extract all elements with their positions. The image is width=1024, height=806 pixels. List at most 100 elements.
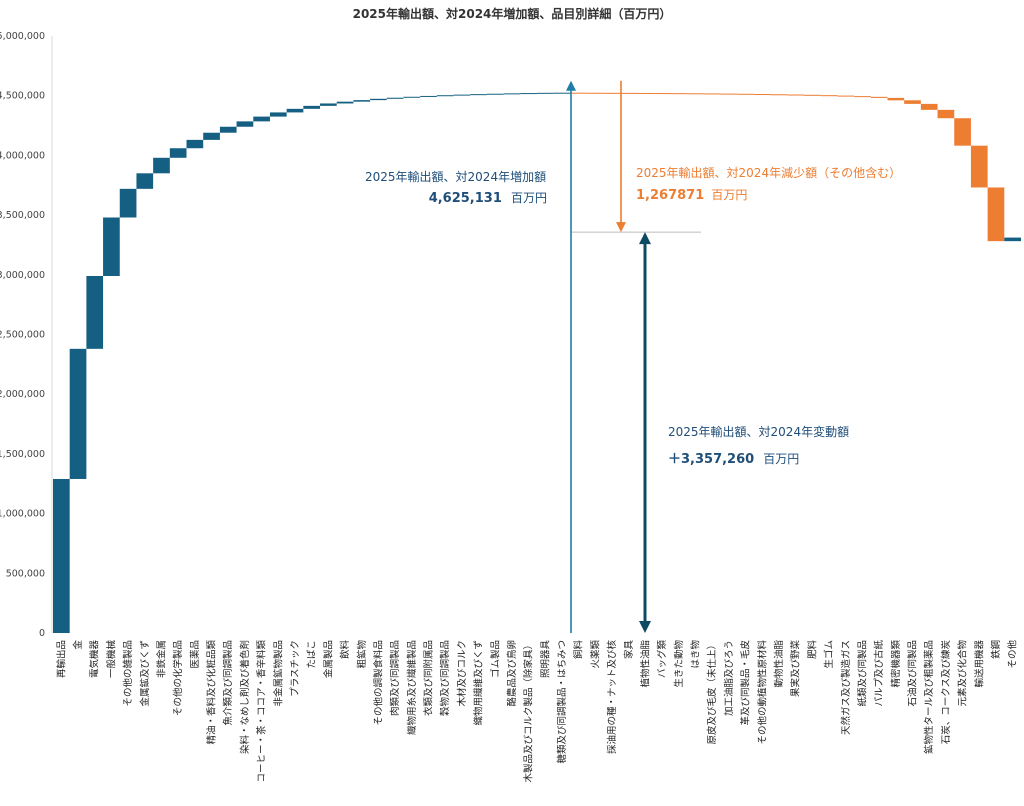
bar-生ゴム: [820, 95, 838, 97]
y-tick-label: 3,500,000: [0, 210, 45, 221]
chart-title: 2025年輸出額、対2024年増加額、品目別詳細（百万円）: [353, 6, 672, 21]
x-tick-label: 一般機械: [105, 640, 117, 679]
bar-織物用繊維及びくず: [470, 94, 487, 96]
bar-電気機器: [86, 275, 104, 349]
y-tick-label: 3,000,000: [0, 270, 45, 281]
x-tick-label: バッグ類: [656, 640, 668, 679]
x-tick-label: 採油用の種・ナット及び核: [606, 640, 618, 755]
bar-石炭、コークス及び練炭: [937, 109, 955, 119]
annotations: 2025年輸出額、対2024年増加額 4,625,131 百万円 2025年輸出…: [365, 80, 901, 633]
bar-その他の雑製品: [119, 188, 137, 218]
bar-加工油脂及びろう: [720, 93, 738, 95]
decrease-value: 1,267871: [636, 188, 704, 203]
x-tick-label: コーヒー・茶・ココア・香辛料類: [256, 640, 268, 783]
x-tick-label: 織物用糸及び繊維製品: [406, 640, 418, 735]
bar-採油用の種・ナット及び核: [603, 92, 621, 94]
bar-織物用糸及び繊維製品: [403, 96, 421, 98]
x-tick-label: 紙類及び同製品: [856, 640, 868, 707]
y-tick-label: 500,000: [6, 568, 45, 579]
increase-label: 2025年輸出額、対2024年増加額: [365, 169, 546, 184]
bar-元素及び化合物: [954, 118, 971, 146]
bar-金属鉱及びくず: [136, 173, 154, 189]
x-tick-label: その他: [1007, 640, 1019, 669]
bar-肉類及び同調製品: [386, 97, 404, 99]
bar-輸送用機器: [970, 145, 988, 188]
x-tick-label: プラスチック: [290, 640, 301, 697]
bar-家具: [620, 92, 638, 94]
bar-再輸出品: [53, 478, 70, 633]
bar-その他の動植物性原材料: [753, 94, 771, 96]
bar-精密機器類: [887, 97, 905, 101]
x-tick-label: はき物: [690, 640, 702, 669]
bar-動物性油脂: [770, 94, 788, 96]
net-unit: 百万円: [763, 452, 799, 466]
x-tick-label: 鉱物性タール及び粗製薬品: [923, 640, 935, 754]
bar-糖類及び同調製品・はちみつ: [553, 92, 571, 94]
increase-arrow-head: [566, 80, 576, 91]
x-tick-label: 照明器具: [540, 640, 551, 679]
x-tick-label: 火薬類: [589, 640, 601, 669]
x-tick-label: ゴム製品: [489, 640, 501, 678]
bar-金: [69, 348, 87, 479]
x-tick-label: 衣類及び同附属品: [423, 640, 435, 716]
x-tick-label: 糖類及び同調製品・はちみつ: [556, 640, 568, 764]
x-tick-label: 加工油脂及びろう: [723, 640, 735, 716]
x-tick-label: 粗鉱物: [356, 640, 368, 669]
x-tick-label: 生きた動物: [673, 640, 685, 688]
bars: [53, 92, 1021, 633]
x-tick-label: 飲料: [339, 640, 351, 660]
bar-飼料: [570, 92, 588, 94]
decrease-value-line: 1,267871 百万円: [636, 184, 747, 203]
bar-非鉄金属: [153, 157, 170, 174]
decrease-unit: 百万円: [711, 188, 747, 202]
increase-value-line: 4,625,131 百万円: [429, 187, 547, 206]
x-tick-label: 果実及び野菜: [790, 640, 802, 698]
x-tick-label: パルプ及び古紙: [873, 640, 885, 707]
bar-木製品及びコルク製品（除家具）: [520, 93, 537, 95]
y-tick-label: 0: [39, 628, 45, 639]
bar-鉱物性タール及び粗製薬品: [920, 103, 938, 110]
bar-木材及びコルク: [453, 94, 471, 96]
x-tick-label: 革及び同製品・毛皮: [740, 640, 752, 726]
bar-火薬類: [587, 92, 604, 94]
x-tick-label: 家具: [623, 640, 635, 660]
bar-プラスチック: [286, 108, 304, 113]
x-tick-label: 魚介類及び同調製品: [222, 640, 234, 726]
bar-コーヒー・茶・ココア・香辛料類: [253, 116, 270, 122]
bar-革及び同製品・毛皮: [737, 93, 754, 95]
x-tick-label: 精密機器類: [890, 640, 902, 688]
y-tick-label: 1,500,000: [0, 449, 45, 460]
x-tick-label: その他の化学製品: [172, 640, 184, 716]
bar-非金属鉱物製品: [269, 112, 287, 117]
x-tick-label: 木材及びコルク: [456, 640, 468, 707]
bar-生きた動物: [670, 93, 688, 95]
x-tick-label: 再輸出品: [55, 640, 67, 678]
bar-酪農品及び鳥卵: [503, 93, 521, 95]
bar-魚介類及び同調製品: [219, 126, 237, 133]
bar-医薬品: [186, 139, 204, 149]
bar-はき物: [687, 93, 704, 95]
net-value: ＋3,357,260: [668, 452, 754, 467]
decrease-arrow-head: [616, 222, 626, 233]
bar-その他の化学製品: [169, 148, 187, 158]
net-label: 2025年輸出額、対2024年変動額: [668, 424, 849, 439]
x-tick-label: 金: [72, 640, 84, 650]
x-tick-label: 動物性油脂: [773, 640, 785, 688]
bar-金属製品: [320, 103, 337, 106]
y-tick-label: 4,000,000: [0, 150, 45, 161]
x-tick-label: 天然ガス及び製造ガス: [840, 640, 852, 735]
bar-植物性油脂: [637, 92, 654, 94]
bar-ゴム製品: [486, 93, 504, 95]
x-tick-label: 鉄鋼: [990, 640, 1002, 659]
bar-石油及び同製品: [904, 100, 921, 104]
x-tick-label: 穀物及び同調製品: [439, 640, 451, 716]
bar-原皮及び毛皮（未仕上）: [703, 93, 721, 95]
bar-染料・なめし剤及び着色剤: [236, 121, 254, 127]
net-change-arrow-head-bottom: [639, 621, 651, 633]
x-tick-label: 肉類及び同調製品: [389, 640, 401, 716]
y-tick-label: 4,500,000: [0, 91, 45, 102]
x-tick-label: 金属製品: [322, 640, 334, 678]
x-tick-label: 非金属鉱物製品: [272, 640, 284, 707]
x-tick-label: 精油・香料及び化粧品類: [206, 640, 218, 745]
net-value-line: ＋3,357,260 百万円: [668, 448, 799, 467]
